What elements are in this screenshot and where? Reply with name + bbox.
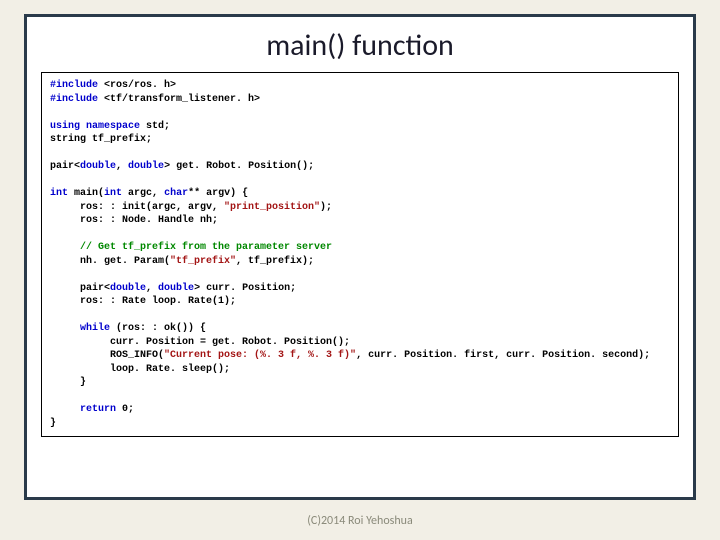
code-token: , curr. Position. first, curr. Position.… — [356, 350, 650, 361]
code-token: , tf_prefix); — [236, 256, 314, 267]
code-token: #include — [50, 94, 98, 105]
code-token: while — [80, 323, 110, 334]
code-token: return — [80, 404, 116, 415]
code-token: using — [50, 121, 80, 132]
code-token: main( — [68, 188, 104, 199]
code-block: #include <ros/ros. h> #include <tf/trans… — [41, 72, 679, 437]
code-token: "Current pose: (%. 3 f, %. 3 f)" — [164, 350, 356, 361]
code-token: argc, — [122, 188, 164, 199]
code-token: string tf_prefix; — [50, 134, 152, 145]
footer-text: (C)2014 Roi Yehoshua — [0, 514, 720, 528]
code-token: ros: : Rate loop. Rate(1); — [50, 296, 236, 307]
code-token: 0; — [116, 404, 134, 415]
code-token: pair< — [50, 283, 110, 294]
code-token: ros: : init(argc, argv, — [50, 202, 224, 213]
code-token: pair< — [50, 161, 80, 172]
slide-frame: main() function #include <ros/ros. h> #i… — [24, 14, 696, 500]
code-token: int — [104, 188, 122, 199]
code-token: (ros: : ok()) { — [110, 323, 206, 334]
code-token: > get. Robot. Position(); — [164, 161, 314, 172]
code-token — [50, 404, 80, 415]
code-token: ROS_INFO( — [50, 350, 164, 361]
code-token: , — [116, 161, 128, 172]
code-token: double — [128, 161, 164, 172]
code-token: // Get tf_prefix from the parameter serv… — [50, 242, 332, 253]
slide: main() function #include <ros/ros. h> #i… — [0, 0, 720, 540]
code-token: char — [164, 188, 188, 199]
code-token: loop. Rate. sleep(); — [50, 364, 230, 375]
code-token: "print_position" — [224, 202, 320, 213]
code-token: nh. get. Param( — [50, 256, 170, 267]
code-token: int — [50, 188, 68, 199]
code-token: #include — [50, 80, 98, 91]
code-token: std; — [140, 121, 170, 132]
code-token: namespace — [86, 121, 140, 132]
code-token: ** argv) { — [188, 188, 248, 199]
code-token: } — [50, 377, 86, 388]
code-token: } — [50, 418, 56, 429]
code-token: <tf/transform_listener. h> — [98, 94, 260, 105]
code-token: double — [80, 161, 116, 172]
code-token — [50, 323, 80, 334]
slide-title: main() function — [27, 17, 693, 72]
code-token: double — [158, 283, 194, 294]
code-token: ros: : Node. Handle nh; — [50, 215, 218, 226]
code-token: <ros/ros. h> — [98, 80, 176, 91]
code-token: "tf_prefix" — [170, 256, 236, 267]
code-token: double — [110, 283, 146, 294]
code-token: , — [146, 283, 158, 294]
code-token: ); — [320, 202, 332, 213]
code-token: > curr. Position; — [194, 283, 296, 294]
code-token: curr. Position = get. Robot. Position(); — [50, 337, 350, 348]
